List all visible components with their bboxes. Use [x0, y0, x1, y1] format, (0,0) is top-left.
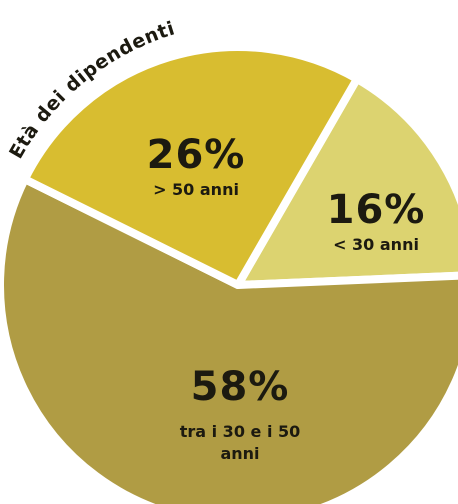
category-label: > 50 anni	[153, 180, 239, 199]
pie-slice	[234, 74, 458, 289]
category-label: < 30 anni	[333, 235, 419, 254]
value-label: 16%	[326, 187, 426, 233]
pie-slice	[20, 43, 361, 289]
pie-slice	[0, 175, 458, 504]
value-label: 26%	[146, 132, 246, 178]
slice-label: 58% tra i 30 e i 50 anni	[140, 365, 340, 465]
slice-label: 16% < 30 anni	[276, 188, 458, 256]
category-label: tra i 30 e i 50 anni	[179, 422, 301, 463]
slices	[0, 43, 458, 504]
slice-label: 26% > 50 anni	[96, 133, 296, 201]
value-label: 58%	[190, 364, 290, 410]
